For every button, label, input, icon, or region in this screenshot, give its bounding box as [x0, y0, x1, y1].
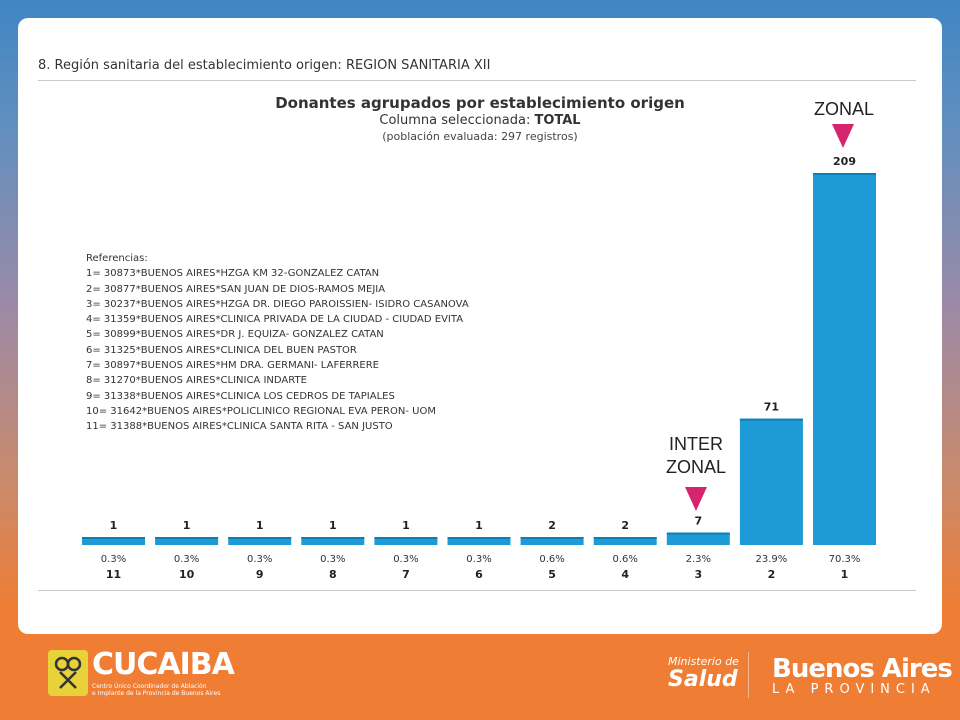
bar-percent-label: 0.3% — [320, 554, 345, 565]
org-name: CUCAIBA — [92, 647, 235, 682]
org-subtitle-line2: e Implante de la Provincia de Buenos Air… — [92, 690, 221, 697]
column-label: Columna seleccionada: — [379, 113, 531, 128]
org-subtitle-line1: Centro Único Coordinador de Ablación — [92, 683, 207, 690]
bottom-divider — [38, 590, 916, 591]
cucaiba-logo-icon — [48, 650, 88, 696]
category-label: 10 — [179, 568, 195, 581]
bar-value-label: 2 — [548, 519, 556, 532]
category-label: 7 — [402, 568, 410, 581]
column-value: TOTAL — [534, 113, 581, 128]
ministry-line1: Ministerio de — [668, 655, 739, 668]
bar — [666, 532, 730, 545]
bar-value-label: 2 — [621, 519, 629, 532]
bar — [228, 537, 292, 545]
ministry-line2: Salud — [668, 667, 738, 692]
bar-percent-label: 0.3% — [247, 554, 272, 565]
category-label: 4 — [621, 568, 629, 581]
category-label: 11 — [106, 568, 121, 581]
reference-item: 6= 31325*BUENOS AIRES*CLINICA DEL BUEN P… — [86, 344, 357, 356]
bar-top-edge — [155, 537, 219, 539]
category-label: 5 — [548, 568, 556, 581]
bar-top-edge — [374, 537, 438, 539]
zonal-label: ZONAL — [813, 99, 874, 119]
bar-percent-label: 0.6% — [612, 554, 637, 565]
bar-top-edge — [739, 418, 803, 421]
bar-percent-label: 0.3% — [466, 554, 491, 565]
bar-percent-label: 0.3% — [101, 554, 126, 565]
reference-item: 10= 31642*BUENOS AIRES*POLICLINICO REGIO… — [86, 405, 436, 417]
references-list: Referencias: 1= 30873*BUENOS AIRES*HZGA … — [86, 251, 469, 435]
category-label: 2 — [768, 568, 776, 581]
top-divider — [38, 80, 916, 81]
bar — [447, 537, 511, 545]
reference-item: 1= 30873*BUENOS AIRES*HZGA KM 32-GONZALE… — [86, 268, 380, 280]
bar — [374, 537, 438, 545]
footer-divider — [748, 652, 749, 698]
interzonal-arrow-icon — [685, 487, 707, 511]
bar-value-label: 1 — [183, 519, 191, 532]
section-title: 8. Región sanitaria del establecimiento … — [38, 58, 491, 73]
bar-percent-label: 70.3% — [829, 554, 861, 565]
chart-header: Donantes agrupados por establecimiento o… — [0, 94, 960, 143]
reference-item: 3= 30237*BUENOS AIRES*HZGA DR. DIEGO PAR… — [86, 298, 469, 310]
bar-top-edge — [228, 537, 292, 539]
bar-top-edge — [813, 173, 876, 175]
bar-percent-label: 0.6% — [539, 554, 564, 565]
province-logo: Buenos Aires LA PROVINCIA — [772, 654, 953, 697]
reference-item: 11= 31388*BUENOS AIRES*CLINICA SANTA RIT… — [86, 421, 393, 433]
bar-value-label: 71 — [764, 401, 779, 414]
bar — [739, 418, 803, 545]
bar-top-edge — [82, 537, 145, 539]
province-line2: LA PROVINCIA — [772, 682, 936, 697]
bar-value-label: 1 — [110, 519, 118, 532]
bar — [813, 173, 876, 545]
reference-item: 7= 30897*BUENOS AIRES*HM DRA. GERMANI- L… — [86, 360, 379, 372]
reference-item: 4= 31359*BUENOS AIRES*CLINICA PRIVADA DE… — [86, 314, 464, 326]
bar-value-label: 1 — [475, 519, 483, 532]
bar-value-label: 1 — [256, 519, 264, 532]
bar — [301, 537, 365, 545]
interzonal-label: INTER ZONAL — [656, 433, 736, 479]
category-label: 3 — [694, 568, 702, 581]
bar-top-edge — [447, 537, 511, 539]
interzonal-label-line2: ZONAL — [665, 457, 726, 477]
bar-value-label: 1 — [402, 519, 410, 532]
category-label: 8 — [329, 568, 337, 581]
bar — [155, 537, 219, 545]
bar-value-label: 209 — [833, 155, 856, 168]
chart-title: Donantes agrupados por establecimiento o… — [275, 94, 685, 112]
bar-percent-label: 0.3% — [174, 554, 199, 565]
reference-item: 2= 30877*BUENOS AIRES*SAN JUAN DE DIOS-R… — [86, 283, 386, 295]
bar — [520, 537, 584, 545]
bar — [593, 537, 657, 545]
interzonal-label-line1: INTER — [669, 434, 723, 454]
references-heading: Referencias: — [86, 253, 148, 264]
category-label: 6 — [475, 568, 483, 581]
bar — [82, 537, 145, 545]
bar-value-label: 7 — [694, 515, 702, 528]
bar-percent-label: 23.9% — [756, 554, 788, 565]
column-selection: Columna seleccionada: TOTAL — [0, 113, 960, 128]
bar-top-edge — [666, 532, 730, 535]
bar-top-edge — [593, 537, 657, 539]
reference-item: 9= 31338*BUENOS AIRES*CLINICA LOS CEDROS… — [86, 390, 395, 402]
bar-percent-label: 0.3% — [393, 554, 418, 565]
ministry-logo: Ministerio de Salud — [668, 655, 739, 692]
bar-percent-label: 2.3% — [686, 554, 711, 565]
reference-item: 8= 31270*BUENOS AIRES*CLINICA INDARTE — [86, 375, 307, 387]
category-label: 9 — [256, 568, 264, 581]
reference-item: 5= 30899*BUENOS AIRES*DR J. EQUIZA- GONZ… — [86, 329, 384, 341]
bar-value-label: 1 — [329, 519, 337, 532]
province-line1: Buenos Aires — [772, 654, 953, 684]
category-label: 1 — [841, 568, 849, 581]
bar-top-edge — [301, 537, 365, 539]
org-subtitle: Centro Único Coordinador de Ablación e I… — [92, 683, 220, 697]
zonal-arrow-icon — [832, 124, 854, 148]
population-note: (población evaluada: 297 registros) — [382, 130, 578, 143]
bar-top-edge — [520, 537, 584, 539]
